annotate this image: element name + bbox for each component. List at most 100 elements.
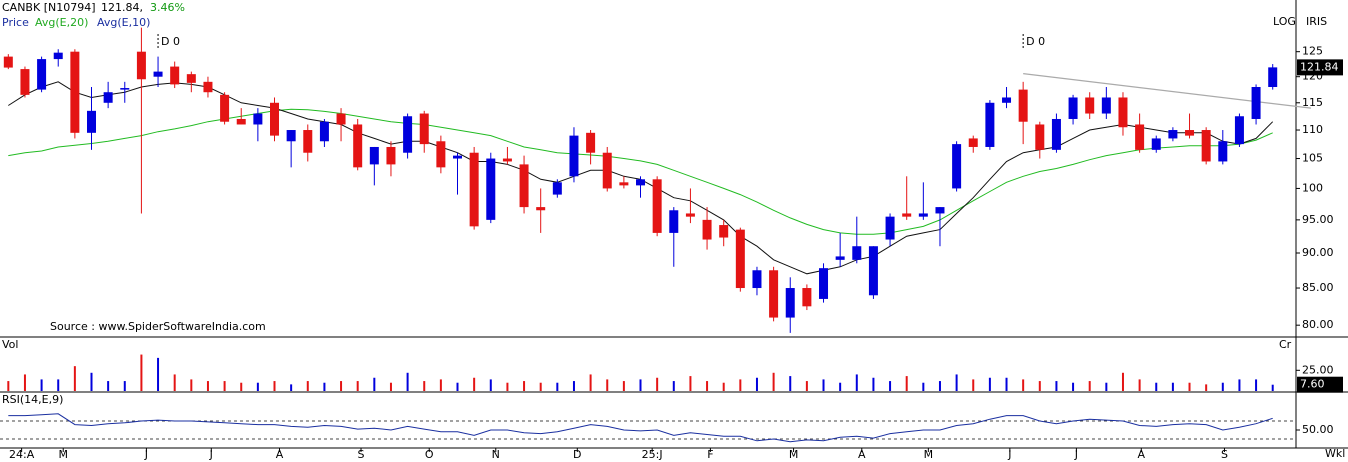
candle-body: [336, 113, 346, 125]
rsi-line: [8, 413, 1273, 443]
candle-body: [253, 113, 263, 125]
candle-body: [403, 116, 413, 153]
candle-body: [769, 270, 779, 318]
x-tick-label: J: [144, 448, 148, 461]
candle-body: [702, 219, 712, 240]
x-tick-label: J: [1007, 448, 1011, 461]
x-tick-label: N: [492, 448, 500, 461]
source-label: IRIS: [1306, 15, 1327, 28]
y-tick-label: 80.00: [1302, 318, 1334, 331]
candle-body: [968, 138, 978, 147]
candle-body: [70, 51, 80, 133]
candle-body: [952, 144, 962, 189]
candle-body: [918, 213, 928, 217]
legend-ema10: Avg(E,10): [97, 16, 150, 29]
candle-body: [619, 182, 629, 186]
candle-body: [87, 110, 97, 133]
candle-body: [37, 59, 47, 90]
candle-body: [486, 158, 496, 220]
candle-body: [386, 146, 396, 165]
candle-body: [1018, 89, 1028, 122]
y-tick-label: 110: [1302, 123, 1323, 136]
candle-body: [502, 158, 512, 162]
candle-body: [602, 152, 612, 189]
candle-body: [419, 113, 429, 145]
change: 3.46%: [150, 1, 185, 14]
candle-body: [552, 182, 562, 195]
x-tick-label: M: [789, 448, 799, 461]
x-tick-label: M: [924, 448, 934, 461]
candle-body: [1051, 118, 1061, 150]
candle-body: [353, 124, 363, 168]
candle-body: [902, 213, 912, 217]
candle-body: [170, 66, 180, 85]
candle-body: [103, 92, 113, 103]
price-badge-label: 121.84: [1300, 60, 1339, 73]
candle-body: [636, 179, 646, 186]
candle-body: [685, 213, 695, 217]
volume-badge-label: 7.60: [1300, 378, 1325, 391]
x-tick-label: O: [425, 448, 434, 461]
volume-tick-label: 25.00: [1302, 363, 1334, 376]
candle-body: [1151, 138, 1161, 150]
candle-body: [885, 216, 895, 240]
candle-body: [203, 81, 213, 93]
x-tick-label: F: [707, 448, 713, 461]
candle-body: [1168, 130, 1178, 139]
x-tick-label: J: [209, 448, 213, 461]
volume-unit: Cr: [1279, 338, 1292, 351]
candle-body: [1268, 67, 1278, 88]
y-tick-label: 90.00: [1302, 246, 1334, 259]
candle-body: [735, 229, 745, 289]
candle-body: [270, 102, 280, 136]
candle-body: [369, 146, 379, 165]
candle-body: [802, 288, 812, 307]
scale-label: LOG: [1273, 15, 1296, 28]
y-tick-label: 100: [1302, 181, 1323, 194]
y-tick-label: 95.00: [1302, 213, 1334, 226]
x-tick-label: 24:A: [9, 448, 35, 461]
legend-ema20: Avg(E,20): [35, 16, 88, 29]
candle-body: [835, 256, 845, 260]
candle-body: [719, 225, 729, 238]
candle-body: [186, 74, 196, 83]
x-tick-label: S: [1221, 448, 1228, 461]
y-tick-label: 125: [1302, 45, 1323, 58]
candle-body: [220, 94, 230, 122]
candle-body: [53, 52, 63, 60]
candle-body: [819, 268, 829, 299]
candle-body: [120, 88, 130, 90]
candle-body: [669, 210, 679, 233]
candle-body: [436, 141, 446, 168]
x-tick-label: S: [358, 448, 365, 461]
candle-body: [1118, 97, 1128, 128]
y-tick-label: 105: [1302, 152, 1323, 165]
last-price: 121.84,: [101, 1, 143, 14]
x-tick-label: D: [573, 448, 581, 461]
period-label: Wkl: [1325, 447, 1345, 460]
candle-body: [586, 132, 596, 153]
volume-label: Vol: [2, 338, 18, 351]
x-tick-label: 25:J: [642, 448, 663, 461]
candle-body: [1035, 124, 1045, 150]
candle-body: [536, 207, 546, 211]
x-tick-label: J: [1074, 448, 1078, 461]
symbol: CANBK [N10794]: [2, 1, 96, 14]
marker-label: D 0: [161, 35, 180, 48]
source: Source : www.SpiderSoftwareIndia.com: [50, 320, 266, 333]
rsi-tick-label: 50.00: [1302, 423, 1334, 436]
volume-badge: [1297, 376, 1343, 393]
candle-body: [1101, 97, 1111, 114]
candle-body: [1135, 124, 1145, 150]
candle-body: [1234, 116, 1244, 145]
y-tick-label: 115: [1302, 96, 1323, 109]
candle-body: [785, 288, 795, 318]
candle-body: [469, 152, 479, 227]
candle-body: [1085, 97, 1095, 114]
marker-label: D 0: [1026, 35, 1045, 48]
price-badge: [1297, 59, 1343, 76]
candle-body: [985, 102, 995, 147]
candle-body: [519, 164, 529, 208]
rsi-label: RSI(14,E,9): [2, 393, 63, 406]
